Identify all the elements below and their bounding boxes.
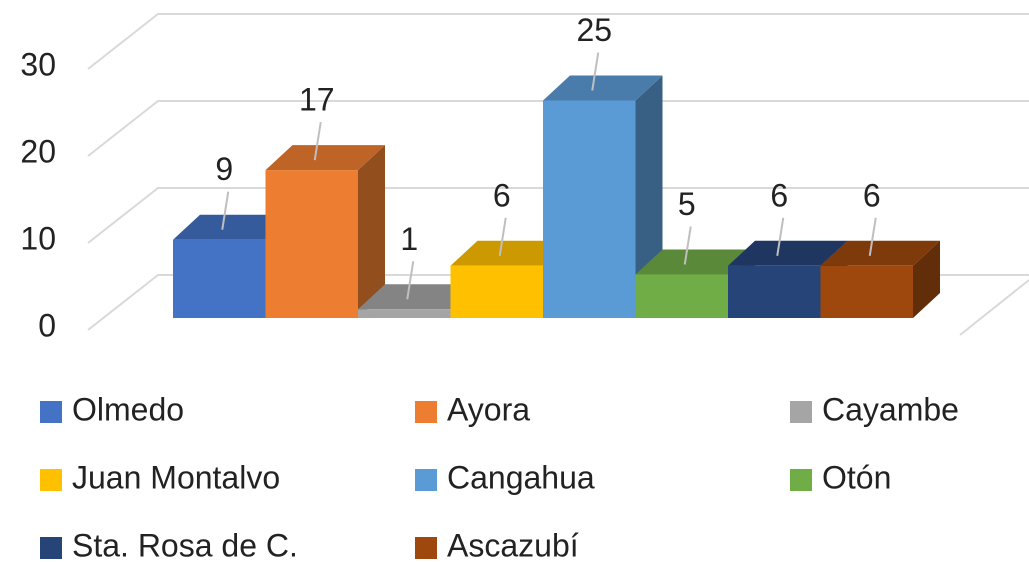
leader-line — [683, 226, 692, 265]
y-tick-label: 20 — [20, 133, 56, 169]
legend-swatch — [790, 469, 812, 491]
legend-label: Sta. Rosa de C. — [72, 527, 298, 562]
leader-line — [591, 52, 600, 91]
legend-label: Cangahua — [447, 459, 595, 495]
leader-line — [868, 217, 877, 256]
data-label: 5 — [678, 186, 696, 222]
grid-line — [87, 100, 1029, 157]
data-label: 6 — [770, 177, 788, 213]
legend-label: Otón — [822, 459, 891, 495]
data-label: 9 — [215, 151, 233, 187]
bar-top — [265, 145, 385, 171]
bar — [635, 274, 728, 318]
bar-side — [358, 145, 385, 318]
bar-top — [358, 284, 478, 310]
data-label: 25 — [576, 12, 612, 48]
leader-line — [313, 121, 322, 161]
legend-label: Olmedo — [72, 391, 184, 427]
leader-line — [406, 261, 415, 300]
bar-top — [820, 240, 940, 266]
leader-line — [498, 217, 507, 256]
bar — [450, 265, 543, 318]
grid-line — [87, 187, 1029, 244]
bar — [173, 239, 266, 318]
y-tick-label: 10 — [20, 220, 56, 256]
bar-top — [635, 249, 755, 275]
data-label: 6 — [493, 177, 511, 213]
floor-edge — [959, 279, 1029, 336]
legend-swatch — [415, 401, 437, 423]
data-label: 17 — [299, 82, 335, 118]
legend-label: Cayambe — [822, 391, 959, 427]
bar — [358, 309, 451, 318]
bar — [543, 100, 636, 318]
legend-swatch — [415, 537, 437, 559]
bar-top — [728, 240, 848, 266]
data-label: 1 — [400, 221, 418, 257]
legend-swatch — [40, 469, 62, 491]
leader-line — [776, 217, 785, 256]
legend-label: Juan Montalvo — [72, 459, 280, 495]
data-label: 6 — [863, 177, 881, 213]
bar-top — [543, 75, 663, 101]
bar-top — [450, 240, 570, 266]
bar-top — [173, 214, 293, 240]
legend-swatch — [40, 537, 62, 559]
y-tick-label: 0 — [38, 307, 56, 343]
leader-line — [221, 191, 230, 230]
bar-side — [913, 240, 940, 318]
legend-swatch — [790, 401, 812, 423]
bar — [820, 265, 913, 318]
grid-line — [87, 13, 1029, 70]
bar — [728, 265, 821, 318]
legend-label: Ascazubí — [447, 527, 579, 562]
y-tick-label: 30 — [20, 46, 56, 82]
legend-label: Ayora — [447, 391, 530, 427]
legend-swatch — [415, 469, 437, 491]
legend-swatch — [40, 401, 62, 423]
bar — [265, 170, 358, 318]
